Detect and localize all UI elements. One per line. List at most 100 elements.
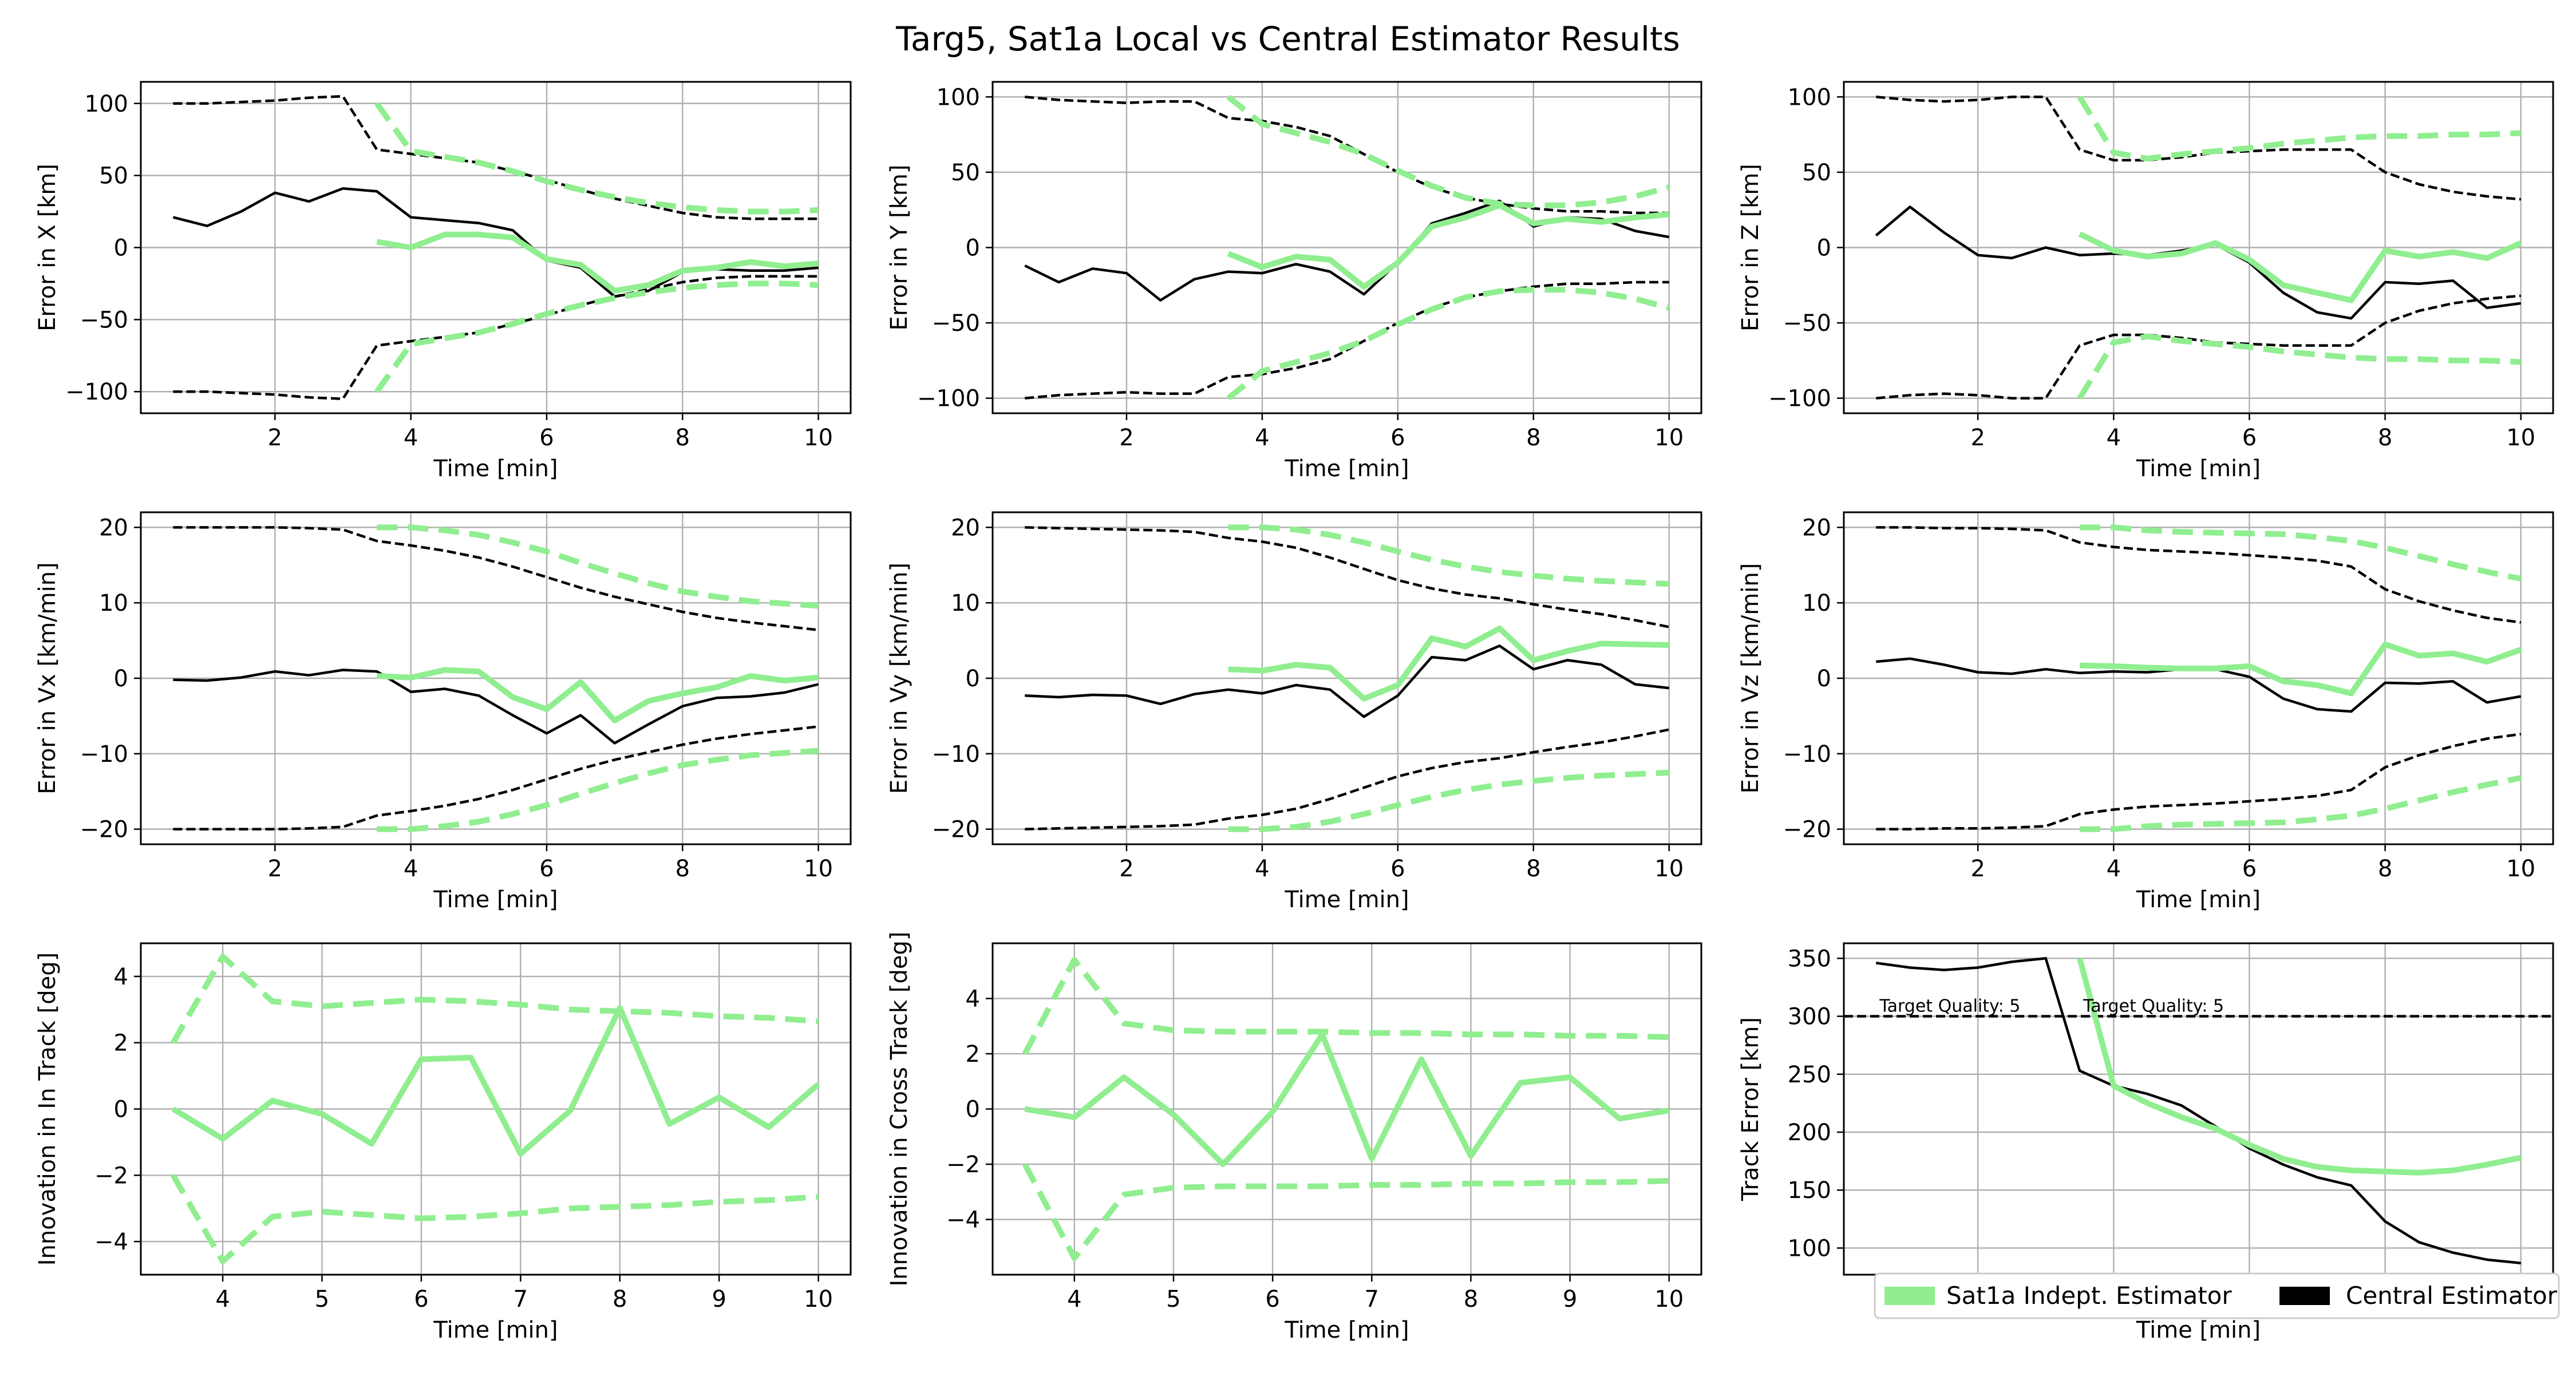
- x-tick-label: 2: [1119, 425, 1133, 451]
- y-tick-label: 20: [951, 515, 980, 541]
- series-local-bound-lower: [377, 748, 819, 832]
- series-local-bound-lower: [2080, 775, 2522, 832]
- y-tick-label: 100: [85, 91, 128, 117]
- x-tick-label: 8: [2378, 425, 2392, 451]
- series-central-bound-upper: [1876, 526, 2522, 624]
- x-tick-label: 5: [1166, 1286, 1180, 1312]
- y-tick-label: 0: [1817, 666, 1831, 692]
- y-tick-label: 50: [1802, 160, 1831, 186]
- x-axis-label: Time [min]: [1284, 456, 1409, 482]
- y-tick-label: 300: [1788, 1004, 1831, 1030]
- y-tick-label: 350: [1788, 946, 1831, 972]
- y-tick-label: −20: [932, 817, 980, 843]
- legend-label-central: Central Estimator: [2346, 1282, 2558, 1310]
- x-tick-label: 8: [675, 856, 690, 882]
- x-tick-label: 10: [2506, 856, 2535, 882]
- series-local-error: [1228, 626, 1669, 702]
- series-local-bound-upper: [1022, 956, 1669, 1055]
- series-central-bound-upper: [1025, 526, 1670, 628]
- series-local-error: [376, 231, 819, 294]
- y-tick-label: 100: [1788, 84, 1831, 110]
- x-tick-label: 4: [404, 856, 418, 882]
- x-tick-label: 10: [804, 1286, 833, 1312]
- series-central-error: [1875, 957, 2521, 1265]
- series-local-error: [2077, 958, 2522, 1176]
- series-local-bound-lower: [171, 1173, 819, 1264]
- x-tick-label: 8: [2378, 856, 2392, 882]
- y-tick-label: −10: [932, 741, 980, 768]
- y-tick-label: 200: [1788, 1120, 1831, 1146]
- y-axis-label: Error in Y [km]: [886, 165, 912, 331]
- plot-area: [172, 94, 819, 401]
- x-axis-label: Time [min]: [1284, 1317, 1409, 1343]
- series-local-bound-lower: [1226, 287, 1670, 401]
- x-tick-label: 10: [804, 425, 833, 451]
- x-tick-label: 4: [1255, 856, 1269, 882]
- grid: [993, 82, 1701, 413]
- y-axis-label: Error in Z [km]: [1737, 164, 1764, 331]
- x-tick-label: 2: [1119, 856, 1133, 882]
- annotation-label: Target Quality: 5: [1879, 996, 2020, 1016]
- x-axis-label: Time [min]: [2136, 887, 2261, 913]
- subplot-2: 2 4 6 8 10 −100 −50 0 50 100 Time [min] Error in Y …: [886, 81, 1702, 482]
- x-tick-label: 4: [2107, 856, 2121, 882]
- y-tick-label: 50: [99, 163, 128, 189]
- series-local-error: [2079, 641, 2522, 697]
- plot-area: [173, 524, 819, 832]
- y-tick-label: 4: [114, 964, 128, 990]
- x-axis-label: Time [min]: [2136, 456, 2261, 482]
- x-tick-label: 6: [1390, 425, 1405, 451]
- series-local-bound-upper: [1228, 524, 1669, 587]
- subplot-4: 2 4 6 8 10 −20 −10 0 10 20 Time [min] Error in Vx […: [34, 511, 852, 913]
- y-tick-label: 10: [951, 590, 980, 616]
- y-tick-label: 20: [1802, 515, 1831, 541]
- figure-title: Targ5, Sat1a Local vs Central Estimator …: [895, 19, 1680, 58]
- subplot-8: 4 5 6 7 8 9 10 −4 −2 0 2 4 Time [min] Innovation in C…: [886, 931, 1702, 1343]
- series-central-error: [173, 669, 819, 745]
- subplot-1: 2 4 6 8 10 −100 −50 0 50 100 Time [min] Error in X …: [34, 81, 852, 482]
- series-central-bound-upper: [173, 526, 819, 631]
- y-tick-label: 0: [966, 235, 980, 262]
- x-tick-label: 10: [804, 856, 833, 882]
- series-central-bound-upper: [1876, 96, 2521, 201]
- legend-frame: [1874, 1272, 2560, 1319]
- y-tick-label: 150: [1788, 1177, 1831, 1204]
- x-tick-label: 4: [2107, 425, 2121, 451]
- series-local-error: [2078, 231, 2522, 303]
- x-tick-label: 4: [1255, 425, 1269, 451]
- series-local-innovation: [171, 1005, 820, 1157]
- grid: [993, 512, 1701, 844]
- legend-swatch-central: [2279, 1287, 2330, 1305]
- series-local-bound-upper: [171, 954, 819, 1045]
- legend-label-local: Sat1a Indept. Estimator: [1946, 1282, 2232, 1310]
- x-tick-label: 9: [712, 1286, 726, 1312]
- x-tick-label: 6: [1265, 1286, 1279, 1312]
- x-tick-label: 2: [268, 425, 282, 451]
- series-local-bound-upper: [1226, 94, 1670, 208]
- y-axis-label: Track Error [km]: [1737, 1017, 1764, 1201]
- y-tick-label: 100: [1788, 1235, 1831, 1262]
- series-local-bound-upper: [374, 101, 819, 215]
- series-local-error: [1227, 202, 1670, 290]
- y-tick-label: 250: [1788, 1062, 1831, 1088]
- series-local-innovation: [1024, 1031, 1670, 1167]
- y-tick-label: −50: [1783, 310, 1831, 337]
- x-tick-label: 5: [315, 1286, 329, 1312]
- plot-area: [1844, 957, 2553, 1265]
- series-central-bound-lower: [1876, 294, 2521, 400]
- series-local-bound-lower: [2077, 333, 2521, 400]
- x-tick-label: 4: [1067, 1286, 1081, 1312]
- y-tick-label: 4: [966, 986, 980, 1013]
- subplot-7: 4 5 6 7 8 9 10 −4 −2 0 2 4 Time [min] Innovation in I…: [34, 942, 852, 1343]
- series-local-bound-lower: [374, 280, 819, 394]
- x-tick-label: 6: [2242, 425, 2257, 451]
- x-tick-label: 6: [414, 1286, 428, 1312]
- series-local-bound-lower: [1228, 769, 1669, 832]
- x-tick-label: 7: [1365, 1286, 1379, 1312]
- series-central-bound-lower: [173, 725, 819, 831]
- legend: Sat1a Indept. Estimator Central Estimato…: [1874, 1272, 2560, 1319]
- y-tick-label: −10: [80, 741, 128, 768]
- plot-area: [171, 954, 820, 1264]
